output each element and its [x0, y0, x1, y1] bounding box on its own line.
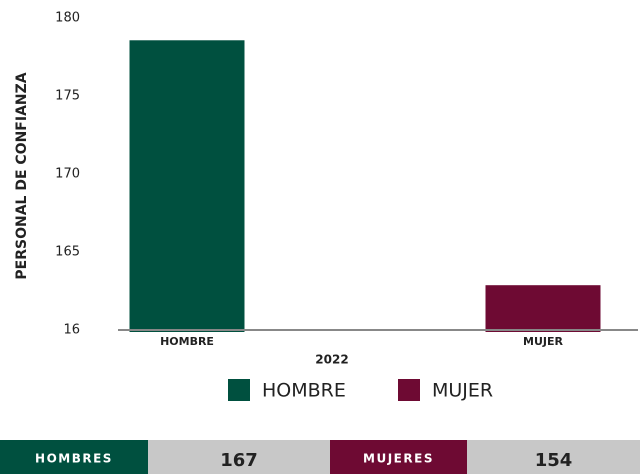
table-text: 154	[535, 450, 573, 471]
y-tick-label: 165	[55, 245, 80, 260]
bar	[129, 40, 245, 332]
x-axis-label: 2022	[315, 353, 348, 367]
y-tick-label: 180	[55, 11, 80, 26]
y-tick-label: 175	[55, 89, 80, 104]
table-cell	[0, 440, 148, 474]
legend-label: MUJER	[432, 380, 493, 402]
bar	[485, 285, 601, 332]
y-tick-label: 170	[55, 167, 80, 182]
table-cell	[467, 440, 640, 474]
table-text: HOMBRES	[35, 452, 113, 466]
x-tick-label: MUJER	[523, 335, 563, 348]
table-text: 167	[220, 450, 258, 471]
x-tick-label: HOMBRE	[160, 335, 214, 348]
legend-swatch	[228, 379, 250, 401]
legend-swatch	[398, 379, 420, 401]
table-text: MUJERES	[363, 452, 434, 466]
y-axis-label: PERSONAL DE CONFIANZA	[14, 72, 30, 279]
table-cell	[330, 440, 467, 474]
legend-label: HOMBRE	[262, 380, 346, 402]
table-cell	[148, 440, 330, 474]
y-tick-label: 16	[63, 323, 80, 338]
